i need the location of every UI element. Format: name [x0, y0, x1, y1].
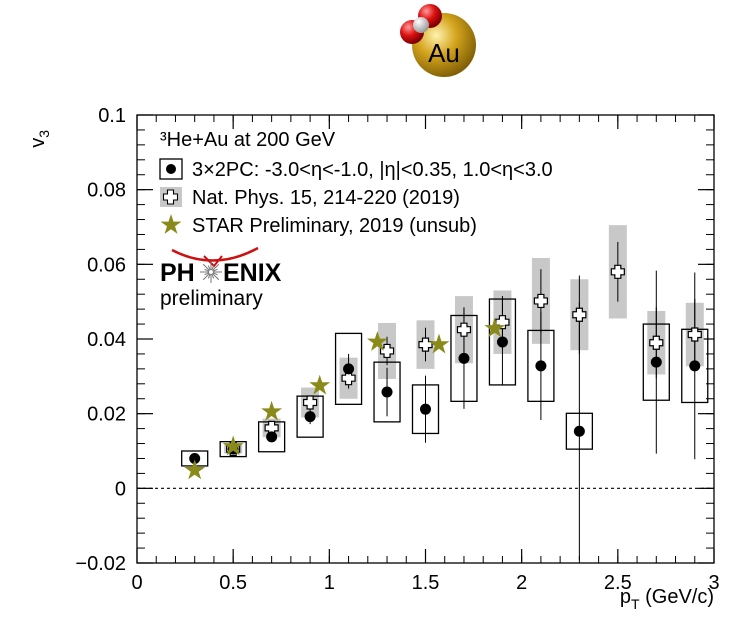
gold-nucleus-label: Au: [428, 38, 460, 68]
star-point: [222, 435, 244, 456]
3x2pc-point: [266, 431, 278, 443]
starburst-ray: [211, 265, 215, 271]
legend-label-natphys: Nat. Phys. 15, 214-220 (2019): [192, 187, 460, 209]
natphys-point: [303, 395, 318, 410]
starburst-ray: [212, 263, 220, 271]
natphys-point: [418, 337, 433, 352]
starburst-ray: [212, 268, 218, 272]
star-point: [428, 333, 450, 354]
3x2pc-point: [535, 360, 547, 372]
data-markers: [184, 264, 702, 480]
x-tick-label: 1.5: [412, 572, 440, 594]
y-axis-title: v3: [27, 130, 52, 148]
3x2pc-point: [650, 356, 662, 368]
star-point: [484, 317, 506, 338]
3x2pc-point: [343, 363, 355, 375]
starburst-ray: [202, 263, 210, 271]
natphys-point: [341, 371, 356, 386]
y-tick-label: −0.02: [75, 553, 126, 575]
3x2pc-point: [381, 386, 393, 398]
logo-subtitle: preliminary: [160, 287, 263, 310]
star-icon: [160, 214, 182, 234]
logo-swoosh: [171, 246, 259, 262]
3x2pc-point: [458, 352, 470, 364]
3x2pc-point: [304, 411, 316, 423]
starburst-ray: [212, 272, 218, 276]
logo-starburst-icon: [200, 261, 222, 283]
legend-label-3x2pc: 3×2PC: -3.0<η<-1.0, |η|<0.35, 1.0<η<3.0: [192, 159, 553, 181]
3x2pc-point: [689, 360, 701, 372]
star-point: [367, 331, 388, 351]
neutron-icon: [413, 17, 429, 33]
natphys-point: [533, 293, 548, 309]
natphys-point: [649, 335, 664, 350]
x-tick-label: 0: [131, 572, 142, 594]
nucleus-icon: Au: [400, 4, 476, 77]
legend: ³He+Au at 200 GeV 3×2PC: -3.0<η<-1.0, |η…: [159, 129, 553, 237]
3x2pc-point: [573, 425, 585, 437]
starburst-ray: [204, 268, 210, 272]
starburst-ray: [207, 273, 211, 279]
y-tick-label: 0.02: [87, 404, 126, 426]
natphys-point: [572, 307, 587, 322]
logo-text-left: PH: [160, 259, 195, 287]
chart-title: ³He+Au at 200 GeV: [160, 129, 336, 151]
gold-nucleus-icon: [412, 13, 476, 77]
legend-entry-natphys: Nat. Phys. 15, 214-220 (2019): [160, 187, 460, 209]
x-tick-label: 2.5: [604, 572, 632, 594]
starburst-ray: [207, 265, 211, 271]
y-tick-label: 0.06: [87, 254, 126, 276]
3x2pc-point: [189, 452, 201, 464]
x-tick-label: 0.5: [219, 572, 247, 594]
y-tick-label: 0.04: [87, 329, 126, 351]
star-point: [309, 374, 331, 395]
3x2pc-syst-box: [334, 332, 363, 405]
y-tick-label: 0.08: [87, 180, 126, 202]
legend-entry-star: STAR Preliminary, 2019 (unsub): [160, 214, 477, 237]
3x2pc-point: [420, 403, 431, 415]
y-tick-label: 0: [115, 478, 126, 500]
y-tick-label: 0.1: [98, 105, 126, 127]
x-tick-label: 1: [324, 572, 335, 594]
legend-label-star: STAR Preliminary, 2019 (unsub): [192, 215, 477, 237]
starburst-ray: [202, 273, 210, 281]
starburst-ray: [211, 273, 215, 279]
x-tick-label: 2: [516, 572, 527, 594]
starburst-ray: [204, 272, 210, 276]
star-point: [184, 459, 206, 480]
logo-text-right: ENIX: [223, 259, 282, 287]
x-tick-label: 3: [708, 572, 719, 594]
starburst-ray: [212, 273, 220, 281]
natphys-point: [610, 264, 625, 279]
phenix-logo: PH ENIX preliminary: [160, 246, 282, 310]
natphys-point: [687, 327, 702, 342]
natphys-point: [456, 322, 472, 337]
3x2pc-point: [496, 336, 508, 348]
natphys-point: [495, 315, 510, 330]
legend-entry-3x2pc: 3×2PC: -3.0<η<-1.0, |η|<0.35, 1.0<η<3.0: [159, 158, 553, 181]
star-point: [261, 400, 283, 421]
x-axis-title: pT (GeV/c): [620, 586, 714, 612]
